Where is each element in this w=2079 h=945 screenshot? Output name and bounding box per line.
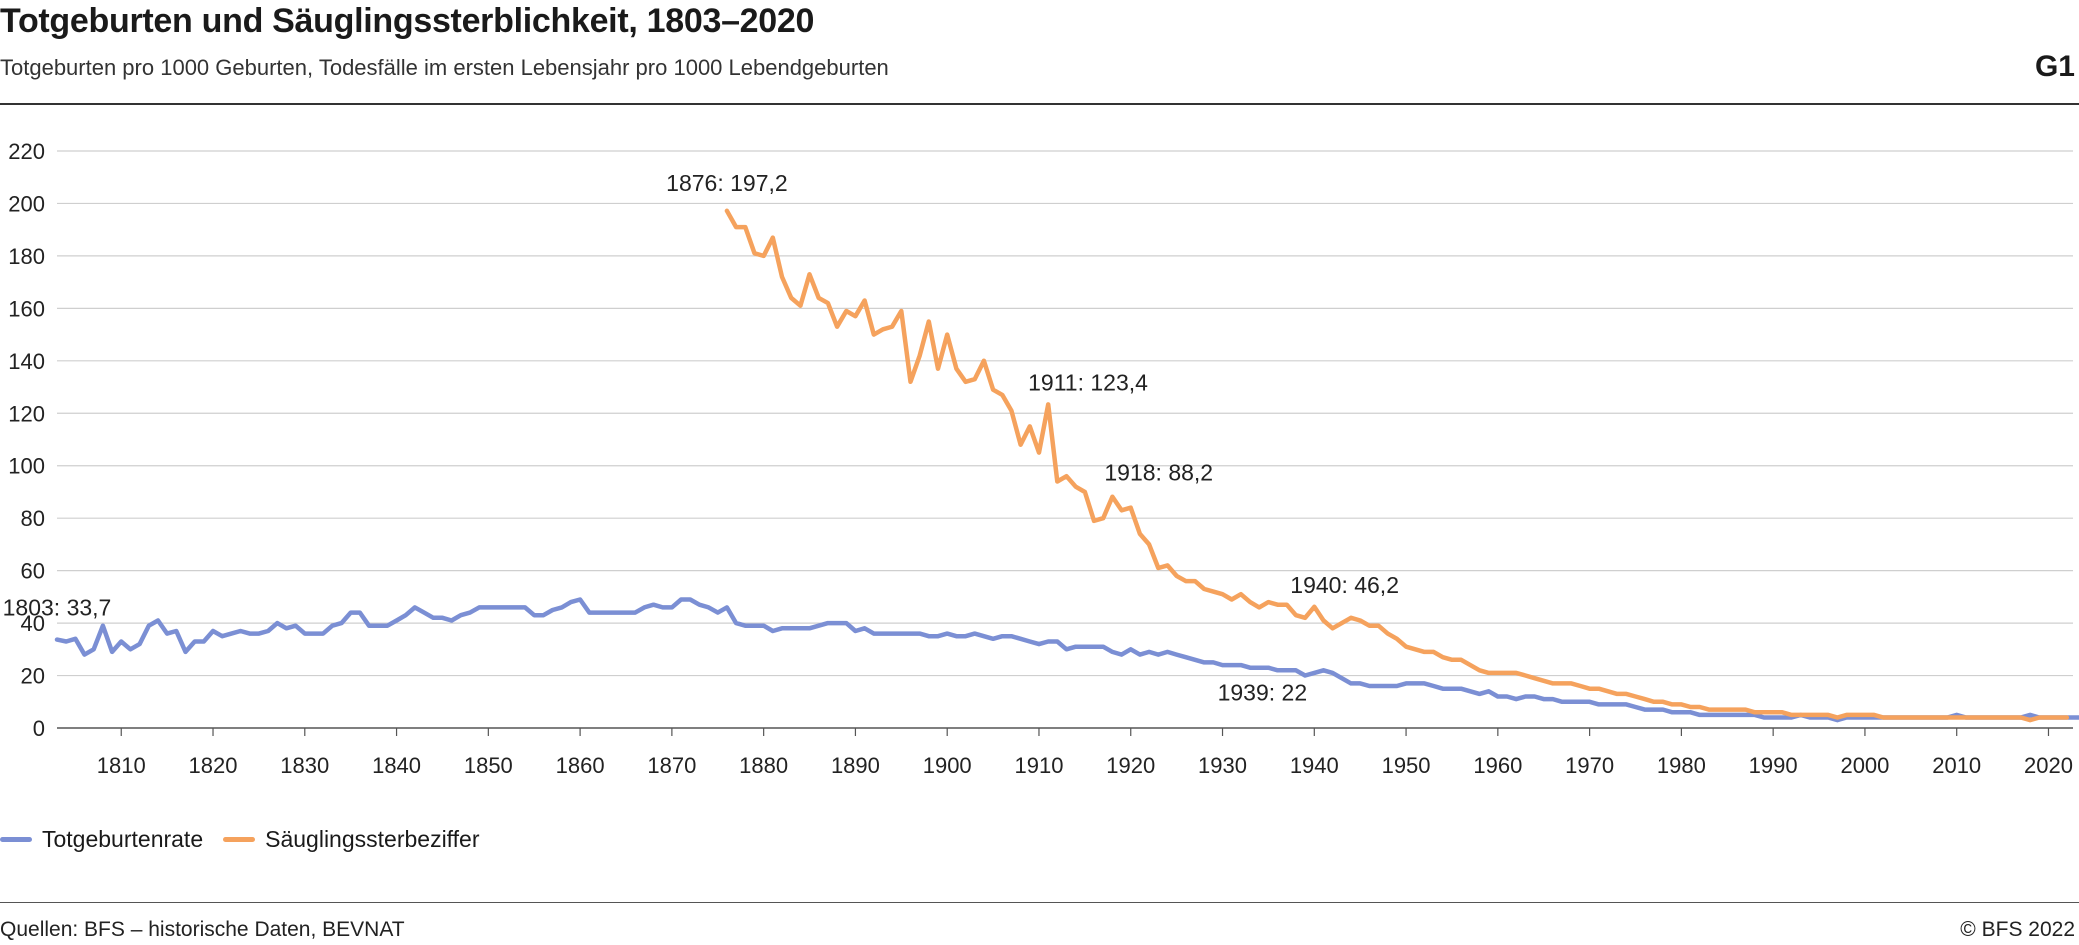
x-tick-label: 1880 — [739, 753, 788, 778]
y-tick-label: 140 — [8, 349, 45, 374]
y-tick-label: 200 — [8, 191, 45, 216]
data-label: 1918: 88,2 — [1104, 460, 1213, 486]
legend-label-totgeburtenrate: Totgeburtenrate — [42, 826, 204, 852]
x-tick-label: 2010 — [1932, 753, 1981, 778]
legend-item-saeuglingssterbeziffer[interactable]: Säuglingssterbeziffer — [223, 826, 480, 853]
x-tick-label: 1930 — [1198, 753, 1247, 778]
y-tick-label: 0 — [33, 716, 45, 741]
y-tick-label: 220 — [8, 139, 45, 164]
chart-subtitle: Totgeburten pro 1000 Geburten, Todesfäll… — [0, 55, 889, 80]
x-tick-label: 1890 — [831, 753, 880, 778]
header-divider — [0, 103, 2079, 105]
line-chart: 0 20 40 60 80 100 120 140 160 180 200 220 1810 1820 18… — [3, 139, 2079, 778]
y-tick-label: 100 — [8, 454, 45, 479]
data-label: 1940: 46,2 — [1290, 572, 1399, 598]
x-tick-label: 1840 — [372, 753, 421, 778]
x-tick-label: 1820 — [189, 753, 238, 778]
x-tick-label: 1870 — [647, 753, 696, 778]
series-line-saeuglingssterbeziffer — [724, 208, 2070, 723]
y-tick-label: 180 — [8, 244, 45, 269]
y-tick-label: 80 — [21, 506, 45, 531]
footer-divider — [0, 902, 2079, 903]
x-tick-label: 1970 — [1565, 753, 1614, 778]
x-tick-label: 2000 — [1840, 753, 1889, 778]
y-tick-label: 20 — [21, 664, 45, 689]
legend: Totgeburtenrate Säuglingssterbeziffer — [0, 826, 500, 853]
y-tick-label: 120 — [8, 401, 45, 426]
x-tick-label: 1900 — [923, 753, 972, 778]
legend-label-saeuglingssterbeziffer: Säuglingssterbeziffer — [265, 826, 480, 852]
y-tick-label: 60 — [21, 559, 45, 584]
legend-swatch-totgeburtenrate — [0, 837, 32, 842]
x-tick-label: 1860 — [556, 753, 605, 778]
legend-item-totgeburtenrate[interactable]: Totgeburtenrate — [0, 826, 203, 853]
x-tick-label: 1960 — [1473, 753, 1522, 778]
x-tick-label: 1990 — [1749, 753, 1798, 778]
x-tick-label: 1950 — [1382, 753, 1431, 778]
x-tick-label: 1810 — [97, 753, 146, 778]
x-tick-label: 2020 — [2024, 753, 2073, 778]
x-tick-label: 1850 — [464, 753, 513, 778]
x-tick-label: 1940 — [1290, 753, 1339, 778]
y-tick-label: 160 — [8, 296, 45, 321]
figure-id: G1 — [2034, 50, 2075, 83]
source-note: Quellen: BFS – historische Daten, BEVNAT — [0, 918, 405, 941]
series-line-totgeburtenrate — [54, 597, 2079, 723]
x-tick-label: 1910 — [1014, 753, 1063, 778]
chart-title: Totgeburten und Säuglingssterblichkeit, … — [0, 2, 815, 40]
data-label: 1803: 33,7 — [3, 595, 112, 621]
data-label: 1911: 123,4 — [1028, 369, 1148, 395]
x-tick-label: 1920 — [1106, 753, 1155, 778]
y-tick-label: 40 — [21, 611, 45, 636]
data-label: 1939: 22 — [1218, 679, 1308, 705]
x-tick-label: 1830 — [280, 753, 329, 778]
legend-swatch-saeuglingssterbeziffer — [223, 837, 256, 842]
copyright-note: © BFS 2022 — [1960, 918, 2075, 941]
x-tick-label: 1980 — [1657, 753, 1706, 778]
data-label: 1876: 197,2 — [666, 170, 788, 196]
